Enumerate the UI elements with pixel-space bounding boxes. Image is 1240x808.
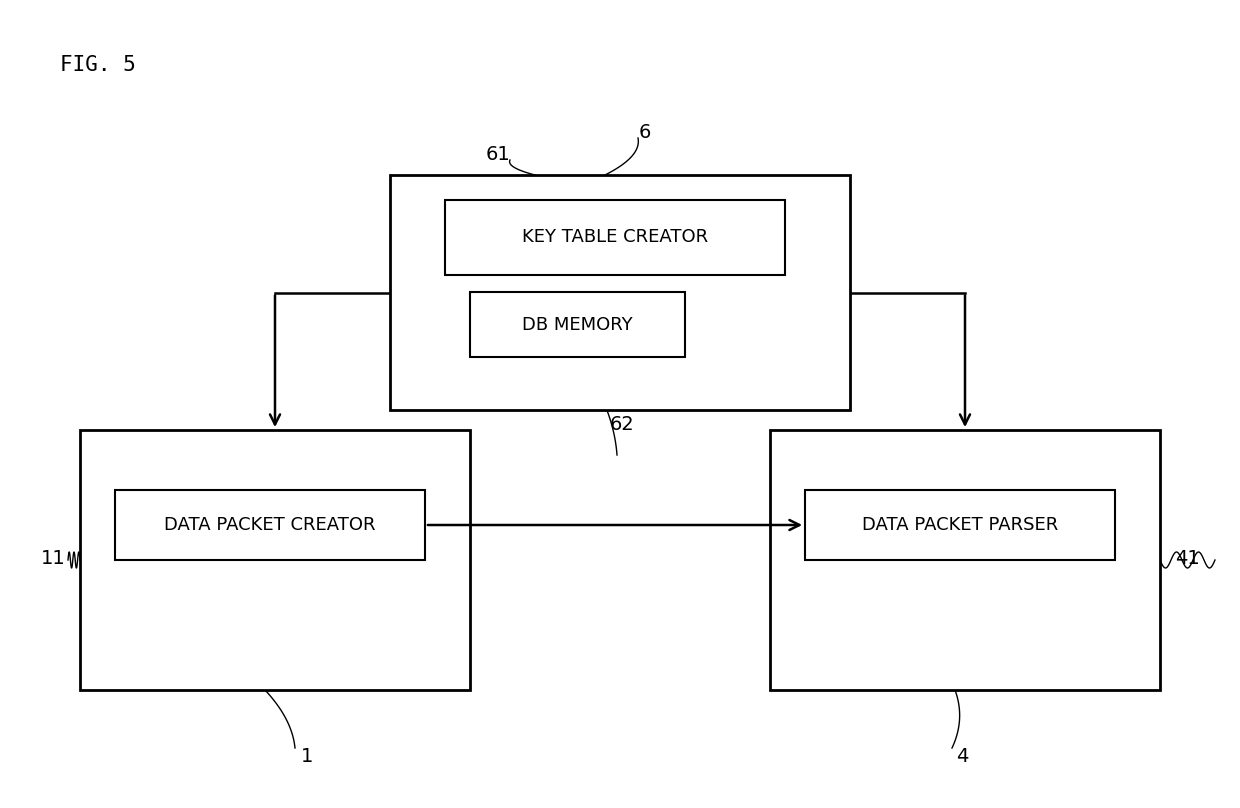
Text: 62: 62 [610,415,635,435]
Bar [115,490,425,560]
Text: KEY TABLE CREATOR: KEY TABLE CREATOR [522,229,708,246]
Bar [470,292,684,357]
Text: DATA PACKET PARSER: DATA PACKET PARSER [862,516,1058,534]
Text: 41: 41 [1174,549,1199,567]
Text: 11: 11 [41,549,66,567]
Text: DB MEMORY: DB MEMORY [522,315,632,334]
Text: 4: 4 [956,747,968,767]
Text: 61: 61 [486,145,511,165]
Bar [391,175,849,410]
Bar [805,490,1115,560]
Text: 6: 6 [639,124,651,142]
Bar [445,200,785,275]
Text: FIG. 5: FIG. 5 [60,55,135,75]
Bar [770,430,1159,690]
Text: 1: 1 [301,747,314,767]
Text: DATA PACKET CREATOR: DATA PACKET CREATOR [164,516,376,534]
Bar [81,430,470,690]
